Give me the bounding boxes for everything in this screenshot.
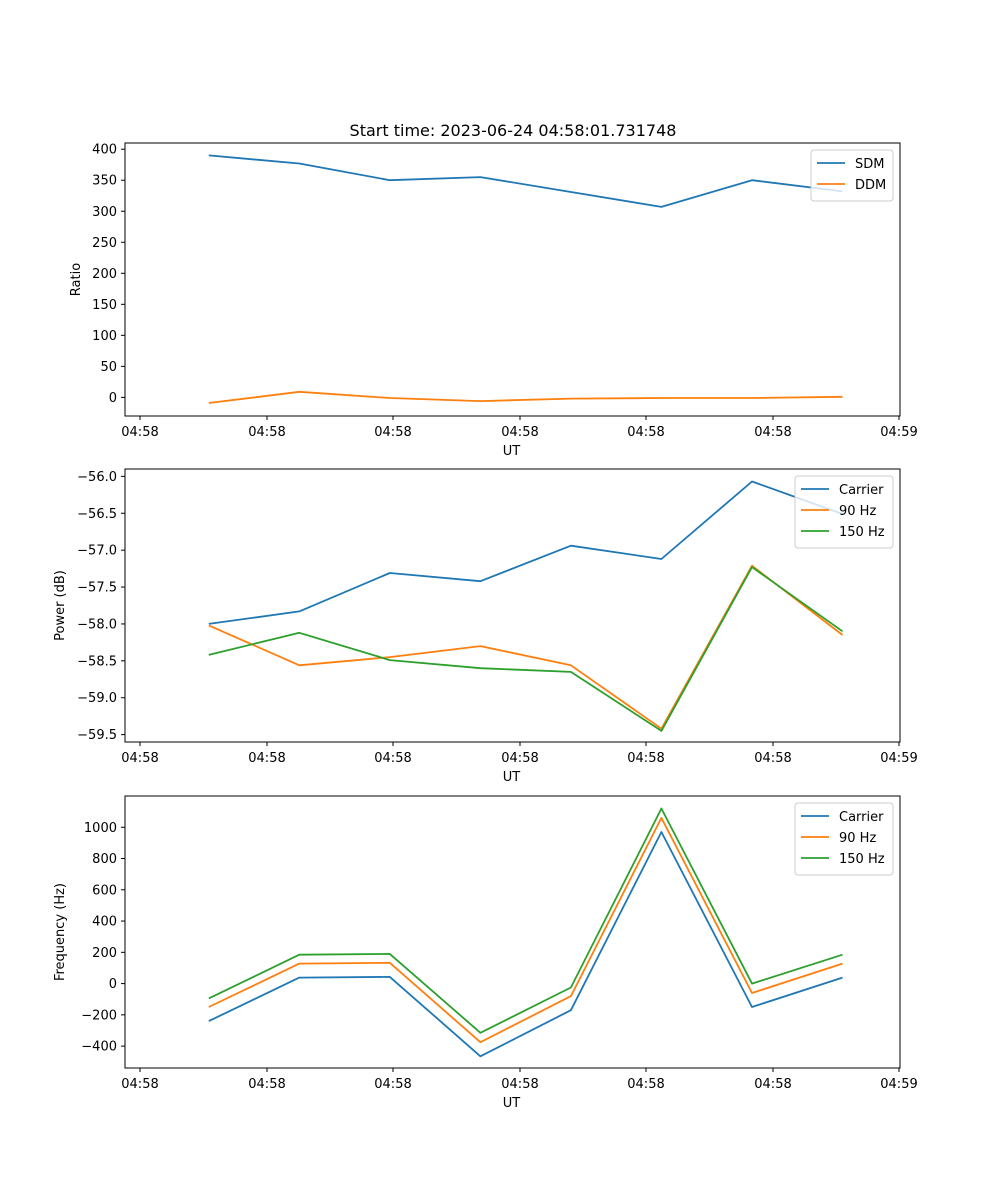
series-line-150-hz [208,566,844,732]
x-tick-label: 04:58 [248,425,285,440]
x-tick-label: 04:58 [627,425,664,440]
y-tick-label: −58.0 [77,617,117,632]
x-tick-label: 04:58 [121,425,158,440]
y-tick-label: 1000 [84,821,117,836]
y-tick-label: −57.5 [77,581,117,596]
legend-label: Carrier [839,810,884,825]
panels: 04:58 04:58 04:58 04:58 04:58 04:58 04:59 UT 0 50… [53,142,918,1111]
legend-box [794,475,894,549]
legend-label: DDM [855,178,886,193]
x-tick-label: 04:58 [121,751,158,766]
y-tick-label: −400 [81,1040,117,1055]
y-tick-label: 800 [92,852,117,867]
legend-label: 90 Hz [839,504,876,519]
x-tick-label: 04:58 [627,751,664,766]
x-tick-label: 04:58 [248,751,285,766]
x-tick-label: 04:58 [754,425,791,440]
x-axis-title: UT [503,1096,521,1111]
y-tick-label: 0 [109,977,117,992]
y-tick-label: 50 [100,360,117,375]
axes-frame [124,795,901,1069]
axes-frame [124,468,901,743]
legend: SDM DDM [810,149,894,202]
y-axis-title: Frequency (Hz) [53,883,68,981]
x-tick-label: 04:58 [374,751,411,766]
series-line-carrier [208,831,843,1058]
legend: Carrier 90 Hz 150 Hz [794,475,894,549]
axes-frame [124,142,901,417]
y-tick-label: 150 [92,298,117,313]
y-tick-label: −56.5 [77,507,117,522]
x-tick-label: 04:58 [501,1077,538,1092]
legend-label: SDM [855,157,884,172]
x-axis-title: UT [503,444,521,459]
x-tick-label: 04:59 [880,751,917,766]
y-tick-label: 300 [92,205,117,220]
chart-panel-1: 04:58 04:58 04:58 04:58 04:58 04:58 04:59 UT 0 50… [69,142,918,459]
y-tick-label: 250 [92,236,117,251]
x-tick-label: 04:58 [374,425,411,440]
x-tick-label: 04:58 [121,1077,158,1092]
y-tick-label: 600 [92,883,117,898]
y-tick-label: 400 [92,915,117,930]
x-tick-label: 04:59 [880,425,917,440]
y-tick-label: −59.5 [77,728,117,743]
x-tick-label: 04:58 [627,1077,664,1092]
y-tick-label: −58.5 [77,654,117,669]
x-tick-label: 04:58 [754,751,791,766]
chart-panel-3: 04:58 04:58 04:58 04:58 04:58 04:58 04:59 UT −40… [53,795,918,1111]
series-line-sdm [208,154,843,208]
series-line-ddm [208,390,843,404]
x-tick-label: 04:58 [501,425,538,440]
y-tick-label: 200 [92,946,117,961]
y-tick-label: −59.0 [77,691,117,706]
legend-box [794,802,894,876]
y-tick-label: 200 [92,267,117,282]
x-axis-title: UT [503,770,521,785]
legend-label: 90 Hz [839,831,876,846]
y-tick-label: −200 [81,1008,117,1023]
y-tick-label: −56.0 [77,470,117,485]
series-line-90-hz [208,817,843,1044]
legend-label: Carrier [839,483,884,498]
y-axis-title: Ratio [69,263,84,296]
series-line-150-hz [208,807,843,1034]
y-tick-label: 0 [109,391,117,406]
y-tick-label: 400 [92,143,117,158]
x-tick-label: 04:59 [880,1077,917,1092]
legend: Carrier 90 Hz 150 Hz [794,802,894,876]
legend-label: 150 Hz [839,852,885,867]
y-tick-label: 350 [92,174,117,189]
x-tick-label: 04:58 [501,751,538,766]
figure-title: Start time: 2023-06-24 04:58:01.731748 [350,121,677,140]
x-tick-label: 04:58 [374,1077,411,1092]
chart-panel-2: 04:58 04:58 04:58 04:58 04:58 04:58 04:59 UT −59… [53,468,918,785]
y-tick-label: 100 [92,329,117,344]
x-tick-label: 04:58 [248,1077,285,1092]
y-axis-title: Power (dB) [53,570,68,641]
series-line-carrier [208,480,843,625]
y-tick-label: −57.0 [77,544,117,559]
x-tick-label: 04:58 [754,1077,791,1092]
legend-label: 150 Hz [839,525,885,540]
